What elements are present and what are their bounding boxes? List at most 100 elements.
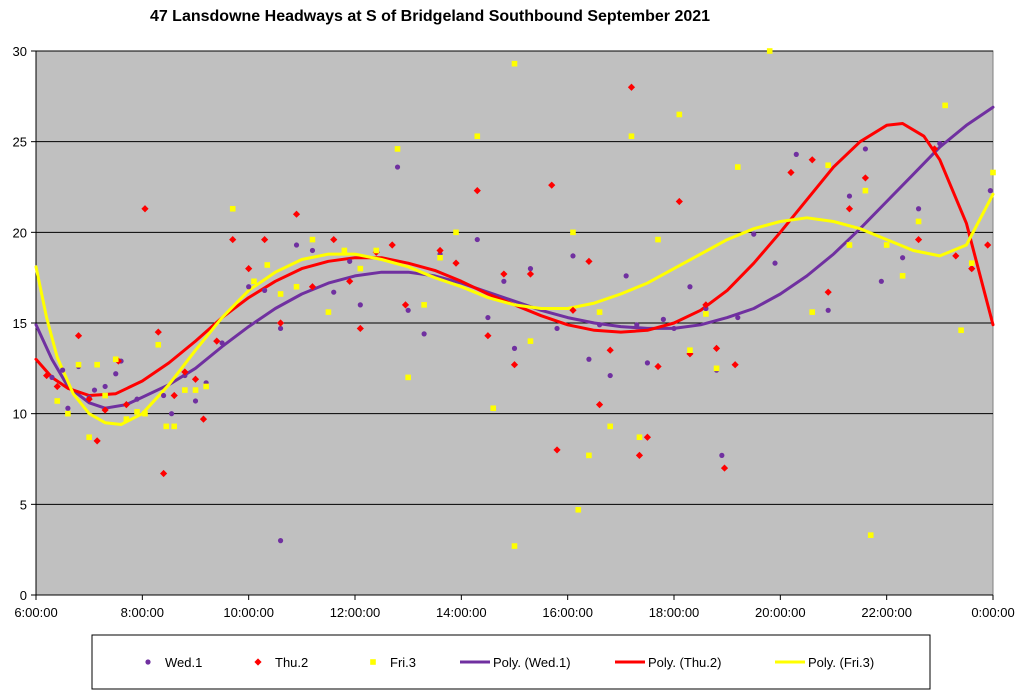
- data-point: [401, 301, 410, 309]
- data-point: [772, 260, 778, 266]
- data-point: [766, 48, 773, 54]
- data-point: [229, 235, 237, 244]
- data-point: [101, 406, 109, 414]
- data-point: [554, 325, 560, 332]
- data-point: [596, 309, 603, 315]
- data-point: [862, 146, 869, 152]
- data-point: [643, 433, 652, 441]
- data-point: [181, 368, 189, 376]
- data-point: [155, 341, 162, 348]
- data-point: [623, 273, 629, 279]
- data-point: [264, 262, 271, 268]
- data-point: [702, 301, 710, 309]
- x-tick-label: 0:00:00: [971, 605, 1014, 620]
- data-point: [246, 284, 252, 290]
- data-point: [347, 258, 353, 264]
- data-point: [628, 133, 635, 140]
- data-point: [142, 410, 148, 417]
- data-point: [968, 260, 975, 266]
- data-point: [86, 434, 92, 441]
- data-point: [787, 168, 795, 177]
- data-point: [43, 371, 51, 380]
- data-point: [74, 332, 83, 340]
- data-point: [53, 382, 61, 391]
- data-point: [436, 246, 444, 255]
- data-point: [122, 401, 130, 409]
- data-point: [899, 273, 906, 279]
- data-point: [325, 309, 332, 315]
- data-point: [357, 265, 364, 272]
- data-point: [309, 236, 316, 243]
- legend-label: Poly. (Thu.2): [648, 655, 721, 670]
- data-point: [952, 252, 960, 260]
- data-point: [846, 242, 853, 248]
- data-point: [586, 356, 592, 362]
- x-tick-label: 14:00:00: [436, 605, 487, 620]
- data-point: [182, 387, 188, 393]
- data-point: [182, 372, 188, 379]
- data-point: [91, 387, 98, 393]
- data-point: [276, 319, 285, 327]
- data-point: [394, 146, 401, 152]
- data-point: [357, 302, 363, 308]
- y-tick-label: 10: [13, 407, 27, 422]
- data-point: [526, 270, 535, 278]
- data-point: [474, 133, 481, 140]
- data-point: [968, 265, 976, 273]
- data-point: [154, 328, 162, 336]
- data-point: [113, 371, 119, 377]
- data-point: [862, 187, 869, 194]
- data-point: [867, 532, 874, 538]
- data-point: [511, 345, 518, 351]
- data-point: [171, 423, 178, 430]
- data-point: [671, 325, 677, 332]
- data-point: [421, 331, 427, 337]
- legend: Wed.1 Thu.2 Fri.3 Poly. (Wed.1) Poly. (Thu.2…: [91, 634, 931, 690]
- data-point: [59, 367, 66, 373]
- data-point: [712, 344, 721, 352]
- data-point: [65, 405, 71, 411]
- data-point: [102, 383, 108, 390]
- data-point: [735, 314, 741, 321]
- data-point: [676, 111, 683, 118]
- data-point: [687, 284, 693, 290]
- data-point: [883, 242, 890, 248]
- data-point: [134, 396, 140, 402]
- data-point: [203, 383, 209, 390]
- data-point: [751, 231, 757, 237]
- data-point: [553, 446, 561, 454]
- legend-label: Fri.3: [390, 655, 416, 670]
- axes: 0 5 10 15 20 25 30 6:00:00 8:00:00 10:00:00 12:00:…: [13, 44, 1015, 620]
- x-tick-label: 6:00:00: [14, 605, 57, 620]
- data-point: [388, 241, 396, 249]
- gridlines: [36, 50, 993, 505]
- data-point: [484, 332, 492, 340]
- data-point: [990, 169, 996, 176]
- legend-marker: [370, 659, 376, 665]
- data-points: [43, 48, 996, 549]
- x-tick-label: 20:00:00: [755, 605, 806, 620]
- data-point: [123, 416, 130, 422]
- trendline: [34, 105, 995, 410]
- data-point: [606, 346, 614, 354]
- data-point: [527, 266, 534, 272]
- data-point: [703, 311, 709, 317]
- data-point: [846, 193, 853, 199]
- legend-label: Wed.1: [165, 655, 202, 670]
- data-point: [490, 405, 497, 412]
- data-point: [54, 398, 61, 404]
- data-point: [930, 145, 939, 153]
- data-point: [262, 287, 268, 293]
- data-point: [607, 423, 613, 430]
- data-point: [75, 361, 82, 368]
- data-point: [191, 375, 200, 383]
- data-point: [170, 391, 178, 400]
- legend-label: Poly. (Fri.3): [808, 655, 874, 670]
- data-point: [213, 337, 221, 345]
- legend-label: Poly. (Wed.1): [493, 655, 571, 670]
- data-point: [914, 235, 923, 244]
- data-point: [199, 415, 208, 423]
- data-point: [308, 283, 317, 291]
- data-point: [654, 362, 662, 371]
